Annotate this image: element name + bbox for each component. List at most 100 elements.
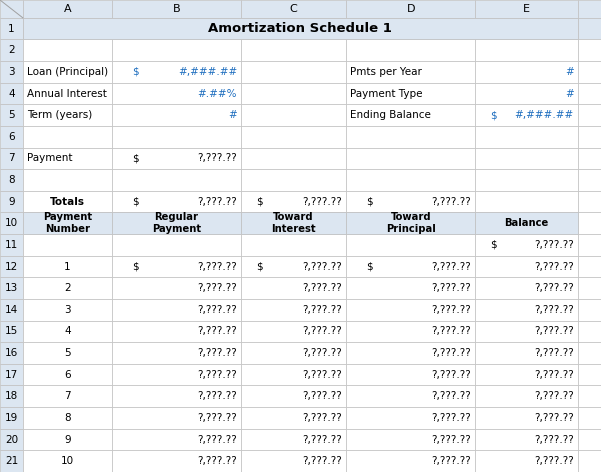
Bar <box>346 407 475 429</box>
Text: 3: 3 <box>8 67 15 77</box>
Bar <box>23 0 112 18</box>
Bar <box>578 429 601 450</box>
Bar <box>578 0 601 18</box>
Bar <box>475 278 578 299</box>
Text: #.##%: #.##% <box>198 89 237 99</box>
Text: #: # <box>565 67 573 77</box>
Bar <box>241 299 346 320</box>
Text: ?,???.??: ?,???.?? <box>302 435 342 445</box>
Text: ?,???.??: ?,???.?? <box>534 240 573 250</box>
Bar <box>112 299 241 320</box>
Text: ?,???.??: ?,???.?? <box>534 435 573 445</box>
Text: ?,???.??: ?,???.?? <box>432 391 471 401</box>
Text: $: $ <box>257 261 263 271</box>
Text: ?,???.??: ?,???.?? <box>302 413 342 423</box>
Text: #,###.##: #,###.## <box>514 110 573 120</box>
Text: 10: 10 <box>5 218 18 228</box>
Bar <box>578 342 601 364</box>
Bar <box>0 299 23 320</box>
Bar <box>23 299 112 320</box>
Text: ?,???.??: ?,???.?? <box>302 391 342 401</box>
Bar <box>23 429 112 450</box>
Text: 8: 8 <box>64 413 71 423</box>
Bar <box>112 83 241 104</box>
Bar <box>578 191 601 212</box>
Text: ?,???.??: ?,???.?? <box>302 283 342 293</box>
Text: 20: 20 <box>5 435 18 445</box>
Bar <box>112 126 241 148</box>
Text: ?,???.??: ?,???.?? <box>302 370 342 379</box>
Bar <box>23 212 112 234</box>
Text: ?,???.??: ?,???.?? <box>534 370 573 379</box>
Bar <box>23 450 112 472</box>
Text: ?,???.??: ?,???.?? <box>302 305 342 315</box>
Text: ?,???.??: ?,???.?? <box>534 283 573 293</box>
Text: ?,???.??: ?,???.?? <box>432 327 471 337</box>
Text: ?,???.??: ?,???.?? <box>432 305 471 315</box>
Bar <box>578 61 601 83</box>
Bar <box>475 429 578 450</box>
Bar <box>241 407 346 429</box>
Bar <box>346 256 475 278</box>
Bar <box>241 148 346 169</box>
Bar <box>578 126 601 148</box>
Text: ?,???.??: ?,???.?? <box>534 413 573 423</box>
Bar <box>578 18 601 40</box>
Bar <box>112 429 241 450</box>
Bar <box>241 342 346 364</box>
Bar <box>112 148 241 169</box>
Text: 19: 19 <box>5 413 18 423</box>
Text: ?,???.??: ?,???.?? <box>197 197 237 207</box>
Bar <box>0 212 23 234</box>
Text: 21: 21 <box>5 456 18 466</box>
Bar <box>346 278 475 299</box>
Text: 6: 6 <box>8 132 15 142</box>
Bar <box>346 61 475 83</box>
Text: $: $ <box>132 261 138 271</box>
Text: $: $ <box>132 153 138 163</box>
Bar <box>346 126 475 148</box>
Bar <box>475 256 578 278</box>
Bar <box>112 256 241 278</box>
Text: ?,???.??: ?,???.?? <box>197 283 237 293</box>
Text: Payment: Payment <box>27 153 72 163</box>
Bar <box>346 104 475 126</box>
Bar <box>23 256 112 278</box>
Text: $: $ <box>132 67 138 77</box>
Text: ?,???.??: ?,???.?? <box>302 327 342 337</box>
Text: 14: 14 <box>5 305 18 315</box>
Bar <box>0 342 23 364</box>
Bar <box>578 83 601 104</box>
Text: ?,???.??: ?,???.?? <box>197 413 237 423</box>
Text: ?,???.??: ?,???.?? <box>302 261 342 271</box>
Text: 18: 18 <box>5 391 18 401</box>
Bar <box>475 320 578 342</box>
Bar <box>112 191 241 212</box>
Text: Toward
Interest: Toward Interest <box>271 212 316 234</box>
Bar <box>241 429 346 450</box>
Bar <box>346 83 475 104</box>
Text: ?,???.??: ?,???.?? <box>432 197 471 207</box>
Bar <box>23 61 112 83</box>
Bar <box>0 104 23 126</box>
Bar <box>112 18 241 40</box>
Text: Toward
Principal: Toward Principal <box>386 212 436 234</box>
Text: ?,???.??: ?,???.?? <box>302 456 342 466</box>
Text: ?,???.??: ?,???.?? <box>534 348 573 358</box>
Bar <box>23 234 112 256</box>
Bar <box>578 256 601 278</box>
Text: ?,???.??: ?,???.?? <box>432 348 471 358</box>
Text: ?,???.??: ?,???.?? <box>197 327 237 337</box>
Bar <box>112 104 241 126</box>
Bar <box>112 40 241 61</box>
Bar <box>241 191 346 212</box>
Bar <box>346 450 475 472</box>
Bar <box>23 212 112 234</box>
Bar <box>346 320 475 342</box>
Text: 13: 13 <box>5 283 18 293</box>
Bar <box>475 234 578 256</box>
Text: #,###.##: #,###.## <box>178 67 237 77</box>
Text: $: $ <box>257 197 263 207</box>
Bar <box>346 386 475 407</box>
Text: 2: 2 <box>64 283 71 293</box>
